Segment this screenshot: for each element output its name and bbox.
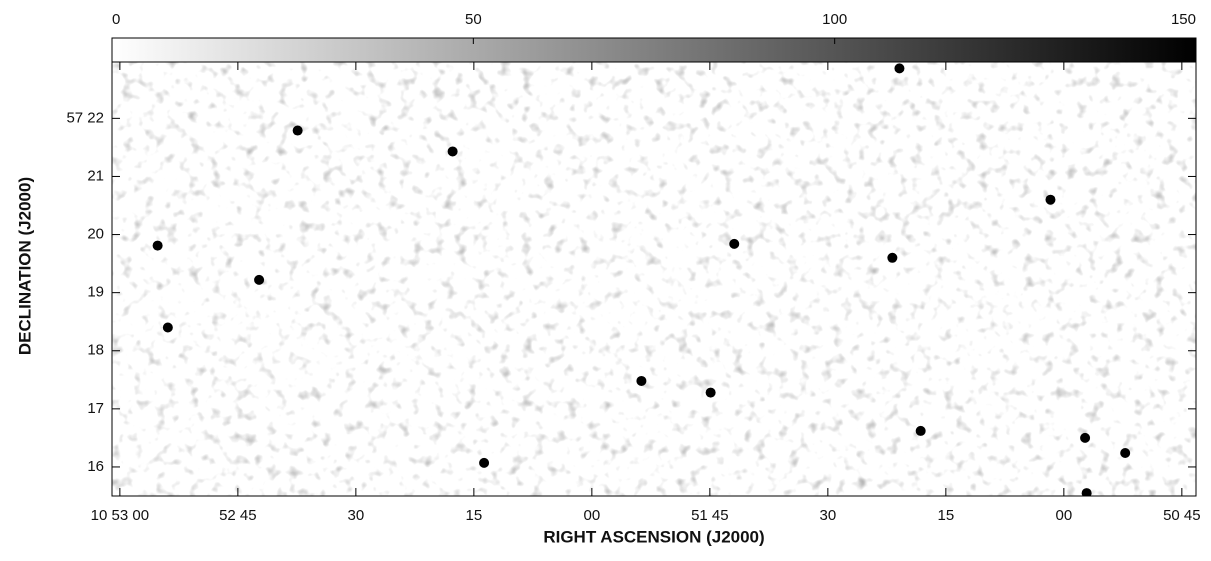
x-axis-label: RIGHT ASCENSION (J2000) xyxy=(543,527,764,546)
y-tick-label: 57 22 xyxy=(66,109,104,126)
source xyxy=(447,146,458,157)
source xyxy=(887,252,898,263)
x-tick-label: 00 xyxy=(584,507,601,524)
y-tick-label: 18 xyxy=(87,342,104,359)
source xyxy=(894,63,905,74)
colorbar-tick-label: 100 xyxy=(822,11,847,28)
noise-texture xyxy=(112,62,1196,496)
x-tick-label: 52 45 xyxy=(219,507,257,524)
y-tick-label: 21 xyxy=(87,167,104,184)
colorbar-tick-label: 150 xyxy=(1171,11,1196,28)
source xyxy=(729,238,740,249)
y-tick-label: 20 xyxy=(87,226,104,243)
y-tick-label: 17 xyxy=(87,400,104,417)
plot-area xyxy=(152,63,1131,496)
x-tick-label: 15 xyxy=(938,507,955,524)
x-tick-label: 51 45 xyxy=(691,507,729,524)
source xyxy=(1081,488,1092,496)
source xyxy=(1120,448,1131,459)
colorbar xyxy=(111,37,1197,63)
x-tick-label: 50 45 xyxy=(1163,507,1201,524)
plot-frame xyxy=(111,61,1197,497)
colorbar-tick-label: 0 xyxy=(112,11,120,28)
x-tick-label: 10 53 00 xyxy=(91,507,149,524)
x-tick-label: 30 xyxy=(348,507,365,524)
x-tick-label: 00 xyxy=(1055,507,1072,524)
source xyxy=(1045,194,1056,205)
y-tick-label: 19 xyxy=(87,284,104,301)
source xyxy=(636,375,647,386)
x-tick-label: 15 xyxy=(466,507,483,524)
source xyxy=(705,387,716,398)
source xyxy=(162,322,173,333)
y-tick-label: 16 xyxy=(87,458,104,475)
x-tick-label: 30 xyxy=(820,507,837,524)
source xyxy=(1080,432,1091,443)
source xyxy=(479,457,490,468)
source xyxy=(292,125,303,136)
y-axis-label: DECLINATION (J2000) xyxy=(15,177,34,355)
source xyxy=(254,274,265,285)
source xyxy=(915,425,926,436)
colorbar-tick-label: 50 xyxy=(465,11,482,28)
source xyxy=(152,240,163,251)
